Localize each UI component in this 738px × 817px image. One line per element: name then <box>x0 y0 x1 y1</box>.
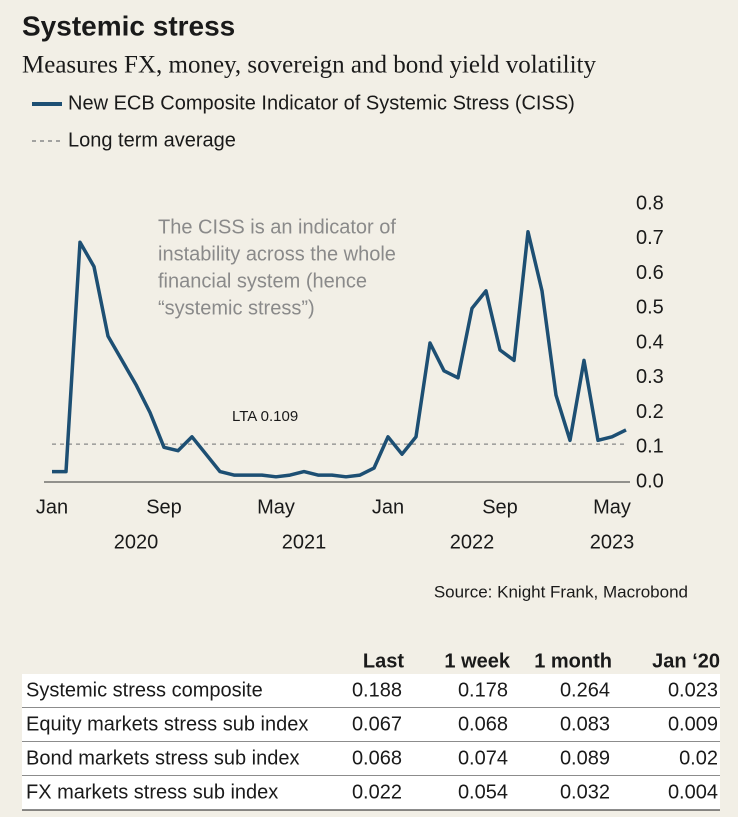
table-row <box>22 776 720 810</box>
table-cell: 0.068 <box>458 713 508 735</box>
y-tick-label: 0.4 <box>636 331 664 353</box>
chart-title: Systemic stress <box>22 10 235 41</box>
table-cell: 0.264 <box>560 679 610 701</box>
x-year-label: 2022 <box>450 531 495 553</box>
row-label: Bond markets stress sub index <box>26 747 299 769</box>
y-tick-label: 0.0 <box>636 470 664 492</box>
x-tick-label: May <box>593 496 631 518</box>
row-label: Equity markets stress sub index <box>26 713 308 735</box>
x-year-label: 2021 <box>282 531 327 553</box>
x-year-label: 2023 <box>590 531 635 553</box>
y-tick-label: 0.2 <box>636 401 664 423</box>
table-cell: 0.054 <box>458 781 508 803</box>
table-row <box>22 708 720 742</box>
x-tick-label: Sep <box>146 496 182 518</box>
legend-label: Long term average <box>68 129 236 151</box>
table-header: 1 week <box>444 650 510 672</box>
x-tick-label: May <box>257 496 295 518</box>
table-cell: 0.068 <box>352 747 402 769</box>
x-tick-label: Jan <box>36 496 68 518</box>
reference-label: LTA 0.109 <box>232 408 298 425</box>
table-cell: 0.083 <box>560 713 610 735</box>
annotation: “systemic stress”) <box>158 297 315 319</box>
table-row <box>22 742 720 776</box>
table-cell: 0.023 <box>668 679 718 701</box>
x-year-label: 2020 <box>114 531 159 553</box>
table-cell: 0.004 <box>668 781 718 803</box>
annotation: financial system (hence <box>158 270 367 292</box>
x-tick-label: Sep <box>482 496 518 518</box>
table-cell: 0.02 <box>679 747 718 769</box>
table-cell: 0.089 <box>560 747 610 769</box>
row-label: Systemic stress composite <box>26 679 263 701</box>
series-line <box>52 230 627 479</box>
table-cell: 0.178 <box>458 679 508 701</box>
table-cell: 0.022 <box>352 781 402 803</box>
y-tick-label: 0.8 <box>636 192 664 214</box>
table-header: 1 month <box>534 650 612 672</box>
x-tick-label: Jan <box>372 496 404 518</box>
table-cell: 0.074 <box>458 747 508 769</box>
y-tick-label: 0.5 <box>636 297 664 319</box>
y-tick-label: 0.1 <box>636 436 664 458</box>
table: Last 1 week 1 month Jan ‘20 Systemic stress … <box>22 650 720 811</box>
annotation: The CISS is an indicator of <box>158 216 396 238</box>
y-tick-label: 0.3 <box>636 366 664 388</box>
table-header: Jan ‘20 <box>652 650 720 672</box>
chart-subtitle: Measures FX, money, sovereign and bond y… <box>22 52 596 79</box>
legend-label: New ECB Composite Indicator of Systemic … <box>68 92 575 114</box>
source: Source: Knight Frank, Macrobond <box>434 582 688 601</box>
table-cell: 0.032 <box>560 781 610 803</box>
table-cell: 0.009 <box>668 713 718 735</box>
table-header: Last <box>363 650 404 672</box>
table-cell: 0.188 <box>352 679 402 701</box>
table-cell: 0.067 <box>352 713 402 735</box>
table-row <box>22 674 720 708</box>
y-tick-label: 0.7 <box>636 227 664 249</box>
annotation: instability across the whole <box>158 243 396 265</box>
y-tick-label: 0.6 <box>636 262 664 284</box>
row-label: FX markets stress sub index <box>26 781 278 803</box>
